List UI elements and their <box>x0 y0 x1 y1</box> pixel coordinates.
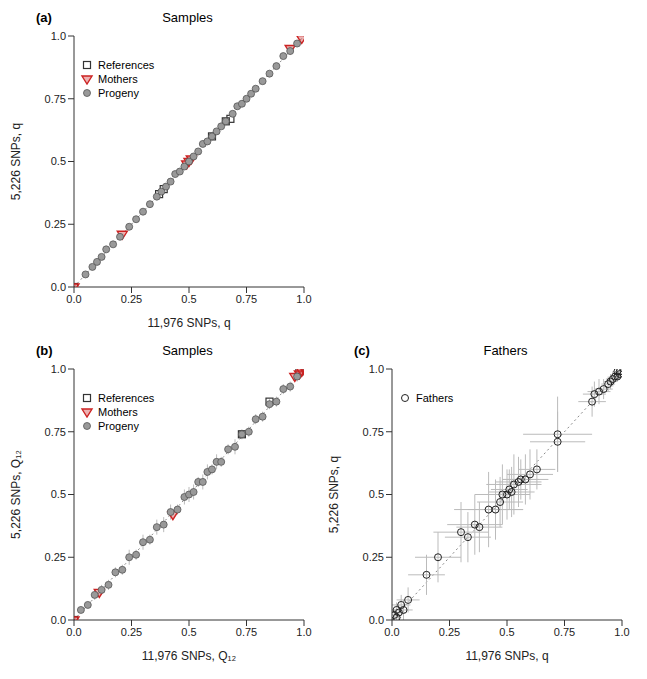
svg-text:1.0: 1.0 <box>614 626 629 638</box>
html-text:Samples: Samples <box>162 343 213 358</box>
svg-text:0.0: 0.0 <box>51 614 66 626</box>
svg-text:5,226 SNPs, q: 5,226 SNPs, q <box>9 123 23 200</box>
svg-text:0.0: 0.0 <box>66 626 81 638</box>
svg-text:0.25: 0.25 <box>45 218 66 230</box>
svg-text:1.0: 1.0 <box>296 293 311 305</box>
svg-text:0.25: 0.25 <box>121 626 142 638</box>
html-text:Progeny: Progeny <box>98 87 139 99</box>
svg-text:0.5: 0.5 <box>499 626 514 638</box>
html-text:References: References <box>98 59 155 71</box>
svg-text:0.25: 0.25 <box>439 626 460 638</box>
svg-text:0.5: 0.5 <box>369 488 384 500</box>
svg-text:0.5: 0.5 <box>51 155 66 167</box>
svg-text:0.25: 0.25 <box>121 293 142 305</box>
html-text:Progeny: Progeny <box>98 420 139 432</box>
svg-text:0.5: 0.5 <box>181 626 196 638</box>
svg-text:0.0: 0.0 <box>66 293 81 305</box>
svg-text:1.0: 1.0 <box>51 30 66 42</box>
svg-text:11,976 SNPs, Q₁₂: 11,976 SNPs, Q₁₂ <box>142 649 237 663</box>
svg-text:0.75: 0.75 <box>554 626 575 638</box>
svg-text:11,976 SNPs, q: 11,976 SNPs, q <box>147 316 230 330</box>
html-text:(a): (a) <box>36 10 52 25</box>
html-text:References: References <box>98 392 155 404</box>
svg-text:11,976 SNPs, q: 11,976 SNPs, q <box>465 649 548 663</box>
html-text:(c): (c) <box>354 343 370 358</box>
svg-text:1.0: 1.0 <box>51 363 66 375</box>
svg-text:0.75: 0.75 <box>363 426 384 438</box>
svg-text:0.0: 0.0 <box>384 626 399 638</box>
html-text:Mothers: Mothers <box>98 73 138 85</box>
html-text:Samples: Samples <box>162 10 213 25</box>
svg-text:0.75: 0.75 <box>236 293 257 305</box>
svg-text:5,226 SNPs, q: 5,226 SNPs, q <box>327 456 341 533</box>
svg-text:0.75: 0.75 <box>236 626 257 638</box>
svg-text:0.75: 0.75 <box>45 93 66 105</box>
svg-text:0.25: 0.25 <box>45 551 66 563</box>
html-text:Mothers: Mothers <box>98 406 138 418</box>
svg-text:0.5: 0.5 <box>181 293 196 305</box>
svg-text:1.0: 1.0 <box>369 363 384 375</box>
svg-text:0.0: 0.0 <box>51 281 66 293</box>
svg-text:1.0: 1.0 <box>296 626 311 638</box>
svg-text:0.75: 0.75 <box>45 426 66 438</box>
html-text:Fathers: Fathers <box>416 392 454 404</box>
svg-text:0.0: 0.0 <box>369 614 384 626</box>
svg-text:5,226 SNPs, Q₁₂: 5,226 SNPs, Q₁₂ <box>9 450 23 539</box>
html-text:Fathers: Fathers <box>483 343 528 358</box>
html-text:(b): (b) <box>36 343 53 358</box>
svg-text:0.5: 0.5 <box>51 488 66 500</box>
svg-text:0.25: 0.25 <box>363 551 384 563</box>
